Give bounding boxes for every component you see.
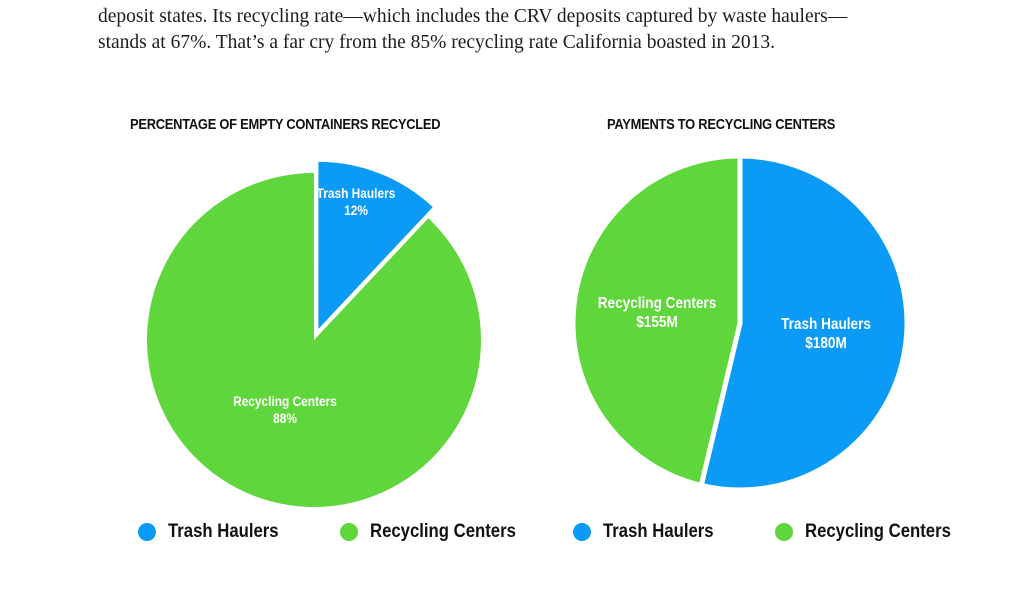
legend-containers: Trash Haulers Recycling Centers xyxy=(138,520,581,544)
chart-title-payments: PAYMENTS TO RECYCLING CENTERS xyxy=(607,116,836,133)
pie-slice-trash-haulers xyxy=(698,153,910,493)
legend-item-trash-haulers: Trash Haulers xyxy=(138,521,294,543)
intro-line-1: deposit states. Its recycling rate—which… xyxy=(98,6,848,27)
chart-title-containers: PERCENTAGE OF EMPTY CONTAINERS RECYCLED xyxy=(130,116,441,133)
legend-payments: Trash Haulers Recycling Centers xyxy=(573,520,1016,544)
legend-label-recycling-centers: Recycling Centers xyxy=(804,521,951,542)
intro-line-2: stands at 67%. That’s a far cry from the… xyxy=(98,32,776,53)
slice-value-trash-haulers: $180M xyxy=(805,335,847,352)
slice-label-recycling-centers: Recycling Centers xyxy=(233,393,337,409)
legend-label-recycling-centers: Recycling Centers xyxy=(369,521,516,542)
slice-value-recycling-centers: $155M xyxy=(636,314,678,331)
pie-slice-trash-haulers xyxy=(318,161,433,329)
slice-value-recycling-centers: 88% xyxy=(273,410,297,426)
intro-paragraph: deposit states. Its recycling rate—which… xyxy=(98,4,978,56)
legend-swatch-recycling-centers xyxy=(774,523,793,541)
legend-item-trash-haulers: Trash Haulers xyxy=(573,521,729,543)
legend-item-recycling-centers: Recycling Centers xyxy=(339,521,536,543)
legend-label-trash-haulers: Trash Haulers xyxy=(168,521,279,542)
legend-item-recycling-centers: Recycling Centers xyxy=(774,521,971,543)
pie-slice-recycling-centers xyxy=(570,153,743,489)
legend-swatch-recycling-centers xyxy=(339,523,358,541)
slice-label-recycling-centers: Recycling Centers xyxy=(598,295,717,312)
slice-label-trash-haulers: Trash Haulers xyxy=(317,185,396,201)
slice-value-trash-haulers: 12% xyxy=(344,202,368,218)
legend-swatch-trash-haulers xyxy=(138,523,156,541)
pie-slice-recycling-centers xyxy=(147,173,481,507)
legend-label-trash-haulers: Trash Haulers xyxy=(603,521,714,542)
legend-swatch-trash-haulers xyxy=(573,523,591,541)
slice-label-trash-haulers: Trash Haulers xyxy=(781,316,871,333)
